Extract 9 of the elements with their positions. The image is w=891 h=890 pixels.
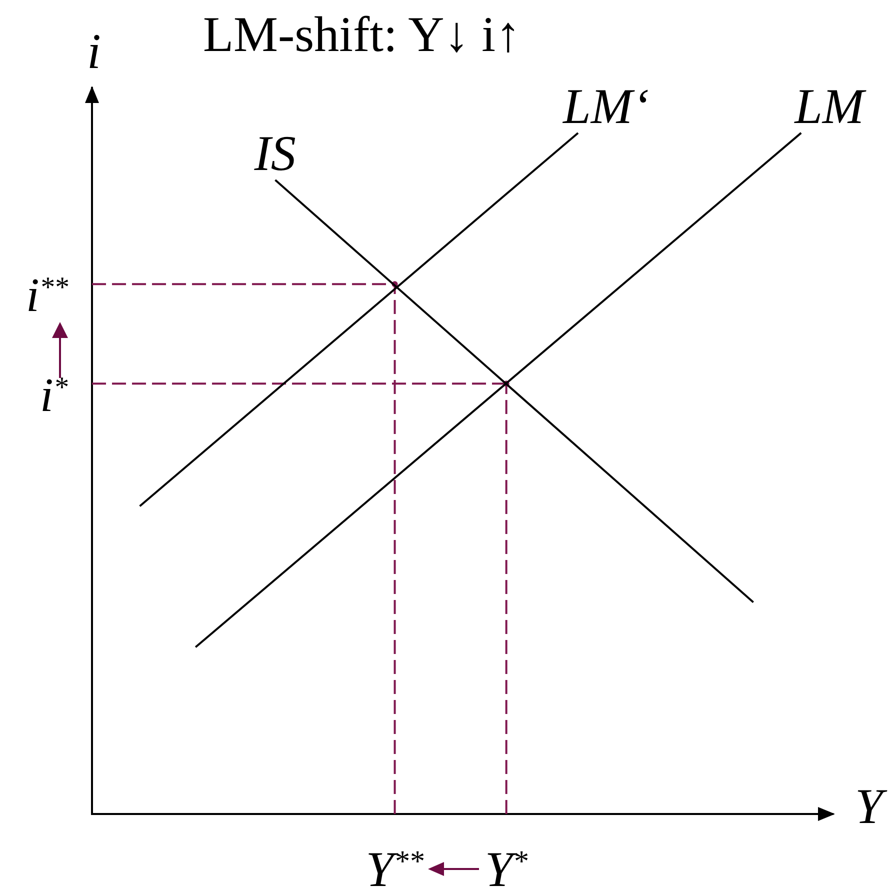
x-tick-label: Y$^{*}$ [484, 841, 528, 890]
chart-title: LM-shift: Y↓ i↑ [203, 6, 521, 62]
text: i$^{**}$ [26, 269, 68, 322]
series-label: IS [254, 124, 296, 181]
text: i$^{*}$ [40, 368, 68, 422]
x-tick-label: Y$^{**}$ [366, 841, 424, 890]
series-label: LM [794, 78, 864, 134]
y-axis-title: i [87, 23, 101, 79]
series-label: LM‘ [563, 78, 650, 134]
